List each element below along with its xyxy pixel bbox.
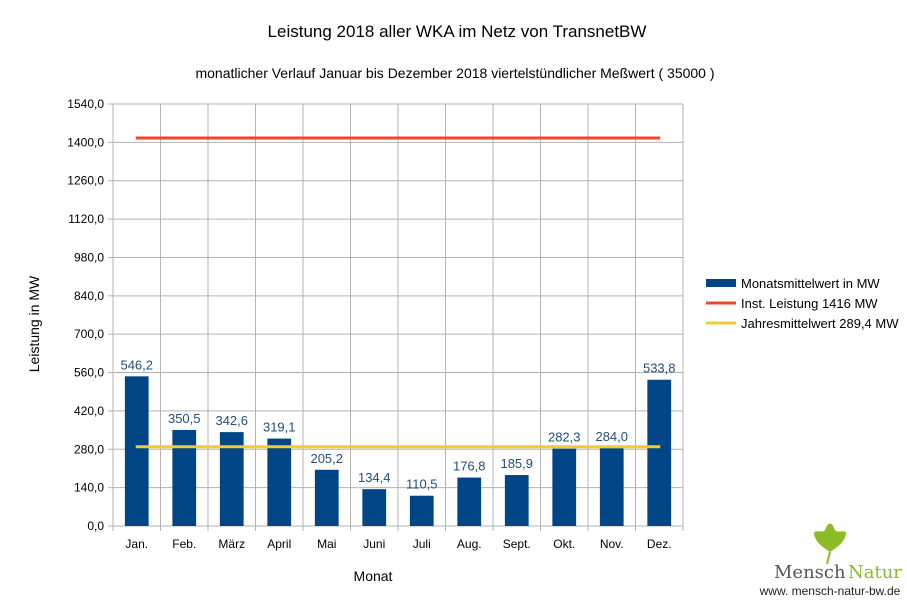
x-tick-label: Jan. bbox=[125, 537, 148, 551]
data-label: 319,1 bbox=[263, 420, 296, 435]
y-tick-label: 420,0 bbox=[74, 404, 104, 418]
bar bbox=[504, 475, 529, 526]
bar bbox=[314, 469, 339, 526]
legend-swatch bbox=[706, 279, 736, 287]
x-tick-label: Sept. bbox=[503, 537, 531, 551]
data-label: 533,8 bbox=[643, 361, 676, 376]
legend: Monatsmittelwert in MW Inst. Leistung 141… bbox=[706, 276, 899, 331]
bar bbox=[552, 448, 577, 526]
bar bbox=[362, 489, 387, 526]
legend-entry: Jahresmittelwert 289,4 MW bbox=[741, 316, 899, 331]
y-axis-ticks: 0,0 140,0 280,0 420,0 560,0 700,0 840,0 980,0 11… bbox=[67, 97, 104, 533]
bar bbox=[172, 429, 197, 526]
bar bbox=[457, 477, 482, 526]
y-tick-label: 140,0 bbox=[74, 481, 104, 495]
data-label: 284,0 bbox=[595, 429, 628, 444]
y-tick-label: 280,0 bbox=[74, 442, 104, 456]
chart-title: Leistung 2018 aller WKA im Netz von Tran… bbox=[268, 22, 647, 41]
bar bbox=[267, 438, 292, 526]
data-label: 546,2 bbox=[120, 357, 153, 372]
data-label: 110,5 bbox=[406, 477, 438, 492]
x-tick-label: Dez. bbox=[647, 537, 672, 551]
x-axis-ticks: Jan. Feb. März April Mai Juni Juli Aug. Sept. Okt… bbox=[125, 537, 671, 551]
data-label: 205,2 bbox=[310, 451, 343, 466]
data-labels: 546,2 350,5 342,6 319,1 205,2 134,4 110,5 176,8… bbox=[120, 357, 675, 491]
ginkgo-leaf-icon bbox=[814, 523, 846, 565]
x-tick-label: Juni bbox=[363, 537, 385, 551]
bar bbox=[409, 495, 434, 526]
x-tick-label: Mai bbox=[317, 537, 336, 551]
data-label: 342,6 bbox=[215, 413, 248, 428]
y-tick-label: 1400,0 bbox=[67, 135, 104, 149]
reference-lines bbox=[135, 136, 661, 449]
legend-entry: Inst. Leistung 1416 MW bbox=[741, 296, 878, 311]
gridlines bbox=[108, 103, 684, 531]
bar bbox=[219, 432, 244, 526]
data-label: 134,4 bbox=[358, 470, 391, 485]
y-tick-label: 840,0 bbox=[74, 289, 104, 303]
data-label: 176,8 bbox=[453, 459, 486, 474]
bar bbox=[599, 448, 624, 526]
y-tick-label: 1540,0 bbox=[67, 97, 104, 111]
bars bbox=[124, 376, 672, 526]
data-label: 350,5 bbox=[168, 411, 201, 426]
y-tick-label: 980,0 bbox=[74, 250, 104, 264]
x-tick-label: März bbox=[218, 537, 245, 551]
y-tick-label: 1120,0 bbox=[68, 212, 104, 226]
x-tick-label: Okt. bbox=[553, 537, 575, 551]
y-axis-title: Leistung in MW bbox=[26, 275, 42, 372]
y-tick-label: 700,0 bbox=[74, 327, 104, 341]
logo-url: www. mensch-natur-bw.de bbox=[759, 584, 901, 598]
y-tick-label: 560,0 bbox=[74, 366, 104, 380]
bar bbox=[647, 379, 672, 526]
y-tick-label: 0,0 bbox=[87, 519, 104, 533]
x-tick-label: April bbox=[267, 537, 291, 551]
legend-entry: Monatsmittelwert in MW bbox=[741, 276, 880, 291]
logo: Mensch Natur www. mensch-natur-bw.de bbox=[759, 523, 902, 598]
logo-text-mensch: Mensch bbox=[774, 562, 846, 583]
logo-text-natur: Natur bbox=[848, 562, 902, 583]
x-axis-title: Monat bbox=[354, 568, 393, 584]
chart-subtitle: monatlicher Verlauf Januar bis Dezember … bbox=[195, 65, 714, 81]
x-tick-label: Juli bbox=[413, 537, 431, 551]
x-tick-label: Feb. bbox=[172, 537, 196, 551]
data-label: 185,9 bbox=[500, 456, 533, 471]
y-tick-label: 1260,0 bbox=[67, 174, 104, 188]
data-label: 282,3 bbox=[548, 430, 581, 445]
x-tick-label: Nov. bbox=[600, 537, 624, 551]
x-tick-label: Aug. bbox=[457, 537, 482, 551]
bar bbox=[124, 376, 149, 526]
